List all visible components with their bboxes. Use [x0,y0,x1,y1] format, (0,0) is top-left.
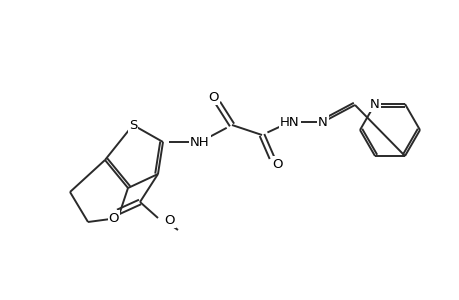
Text: O: O [164,214,174,226]
Text: O: O [272,158,283,170]
Text: O: O [208,91,219,103]
Text: N: N [369,98,379,110]
Text: S: S [129,118,137,131]
Text: NH: NH [190,136,209,148]
Text: HN: HN [280,116,299,128]
Text: N: N [318,116,327,128]
Text: O: O [108,212,119,224]
